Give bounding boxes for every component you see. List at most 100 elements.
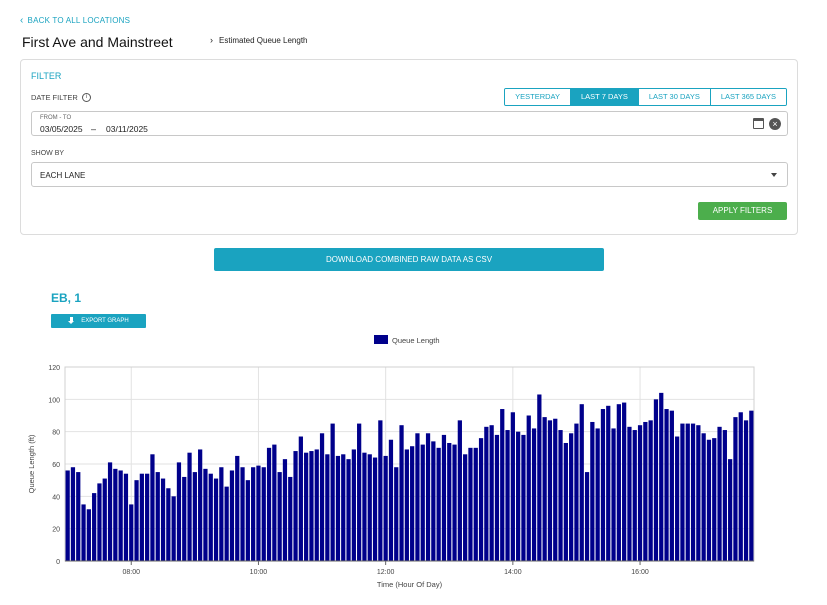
bar (606, 405, 611, 561)
filter-panel: FILTER DATE FILTER i YESTERDAY LAST 7 DA… (20, 59, 798, 235)
bar (245, 480, 250, 561)
bar (166, 488, 171, 561)
bar (463, 454, 468, 561)
download-csv-button[interactable]: DOWNLOAD COMBINED RAW DATA AS CSV (214, 248, 604, 271)
bar (298, 436, 303, 561)
breadcrumb-label: Estimated Queue Length (219, 35, 308, 45)
bar (425, 433, 431, 561)
export-graph-button[interactable]: EXPORT GRAPH (51, 314, 146, 328)
chart-title: EB, 1 (51, 291, 82, 305)
bar (505, 430, 510, 561)
bar (595, 428, 600, 561)
bar (65, 470, 70, 561)
range-last-7-days-button[interactable]: LAST 7 DAYS (571, 89, 639, 105)
bar (489, 425, 494, 561)
bar (145, 473, 150, 561)
bar (542, 417, 547, 561)
bar (436, 447, 441, 561)
bar (494, 434, 500, 561)
bar (388, 439, 394, 561)
bar (330, 423, 335, 561)
bar (717, 426, 722, 561)
bar (198, 449, 203, 561)
bar (378, 420, 383, 561)
back-to-locations-link[interactable]: ‹ BACK TO ALL LOCATIONS (20, 14, 131, 26)
bar (478, 438, 484, 561)
info-icon[interactable]: i (81, 93, 91, 102)
bar (272, 444, 277, 561)
bar (187, 452, 192, 561)
back-link-label: BACK TO ALL LOCATIONS (27, 16, 131, 25)
x-tick-label: 14:00 (504, 569, 522, 576)
bar (749, 410, 754, 561)
bar (176, 462, 182, 561)
clear-icon[interactable]: × (769, 118, 781, 130)
y-tick-label: 60 (52, 462, 60, 469)
bar (680, 423, 685, 561)
bar (251, 467, 256, 561)
bar (394, 467, 399, 561)
y-tick-label: 20 (52, 527, 60, 534)
bar (632, 430, 637, 561)
calendar-icon[interactable] (753, 118, 764, 129)
x-tick-label: 12:00 (377, 569, 395, 576)
bar (627, 426, 632, 561)
bar (685, 423, 690, 561)
apply-filters-button[interactable]: APPLY FILTERS (698, 202, 787, 220)
date-from-value[interactable]: 03/05/2025 (40, 124, 83, 134)
bar (266, 447, 272, 561)
range-last-365-days-button[interactable]: LAST 365 DAYS (710, 89, 786, 105)
bar (690, 423, 696, 561)
bar (357, 423, 362, 561)
bar (192, 472, 197, 561)
bar (362, 452, 367, 561)
bar (743, 420, 749, 561)
bar (563, 442, 568, 561)
bar (235, 455, 240, 561)
date-to-value[interactable]: 03/11/2025 (106, 124, 148, 134)
show-by-select[interactable]: EACH LANE (31, 162, 788, 187)
date-filter-label: DATE FILTER i (31, 93, 91, 102)
y-tick-label: 120 (48, 365, 60, 372)
export-graph-label: EXPORT GRAPH (81, 318, 129, 324)
x-tick-label: 10:00 (250, 569, 268, 576)
caret-down-icon (771, 173, 777, 177)
bar (447, 442, 452, 561)
y-axis-title: Queue Length (ft) (27, 434, 36, 493)
y-tick-label: 0 (56, 559, 60, 566)
bar (574, 423, 579, 561)
bar (722, 430, 727, 561)
bar (229, 470, 235, 561)
bar (335, 455, 341, 561)
bar (590, 421, 595, 561)
chevron-left-icon: ‹ (20, 14, 24, 26)
bar (304, 452, 309, 561)
bar (171, 496, 176, 561)
bar (728, 459, 733, 561)
bar (372, 457, 378, 561)
bar (404, 449, 409, 561)
bar (468, 447, 473, 561)
bar (526, 415, 531, 561)
bar (240, 467, 245, 561)
date-range-input[interactable]: FROM - TO 03/05/2025 – 03/11/2025 × (31, 111, 788, 136)
bar (139, 473, 144, 561)
bar (648, 420, 653, 561)
bar (134, 480, 139, 561)
bar (160, 478, 166, 561)
bar (415, 433, 420, 561)
bar (600, 409, 606, 561)
bar (102, 478, 107, 561)
bar (81, 504, 86, 561)
x-tick-label: 16:00 (631, 569, 649, 576)
range-yesterday-button[interactable]: YESTERDAY (505, 89, 571, 105)
bar (97, 483, 102, 561)
bar (616, 404, 621, 561)
bar (129, 504, 134, 561)
bar (706, 439, 712, 561)
bar (537, 394, 542, 561)
bar (457, 420, 462, 561)
bar (208, 473, 213, 561)
bar (516, 431, 521, 561)
range-last-30-days-button[interactable]: LAST 30 DAYS (638, 89, 711, 105)
